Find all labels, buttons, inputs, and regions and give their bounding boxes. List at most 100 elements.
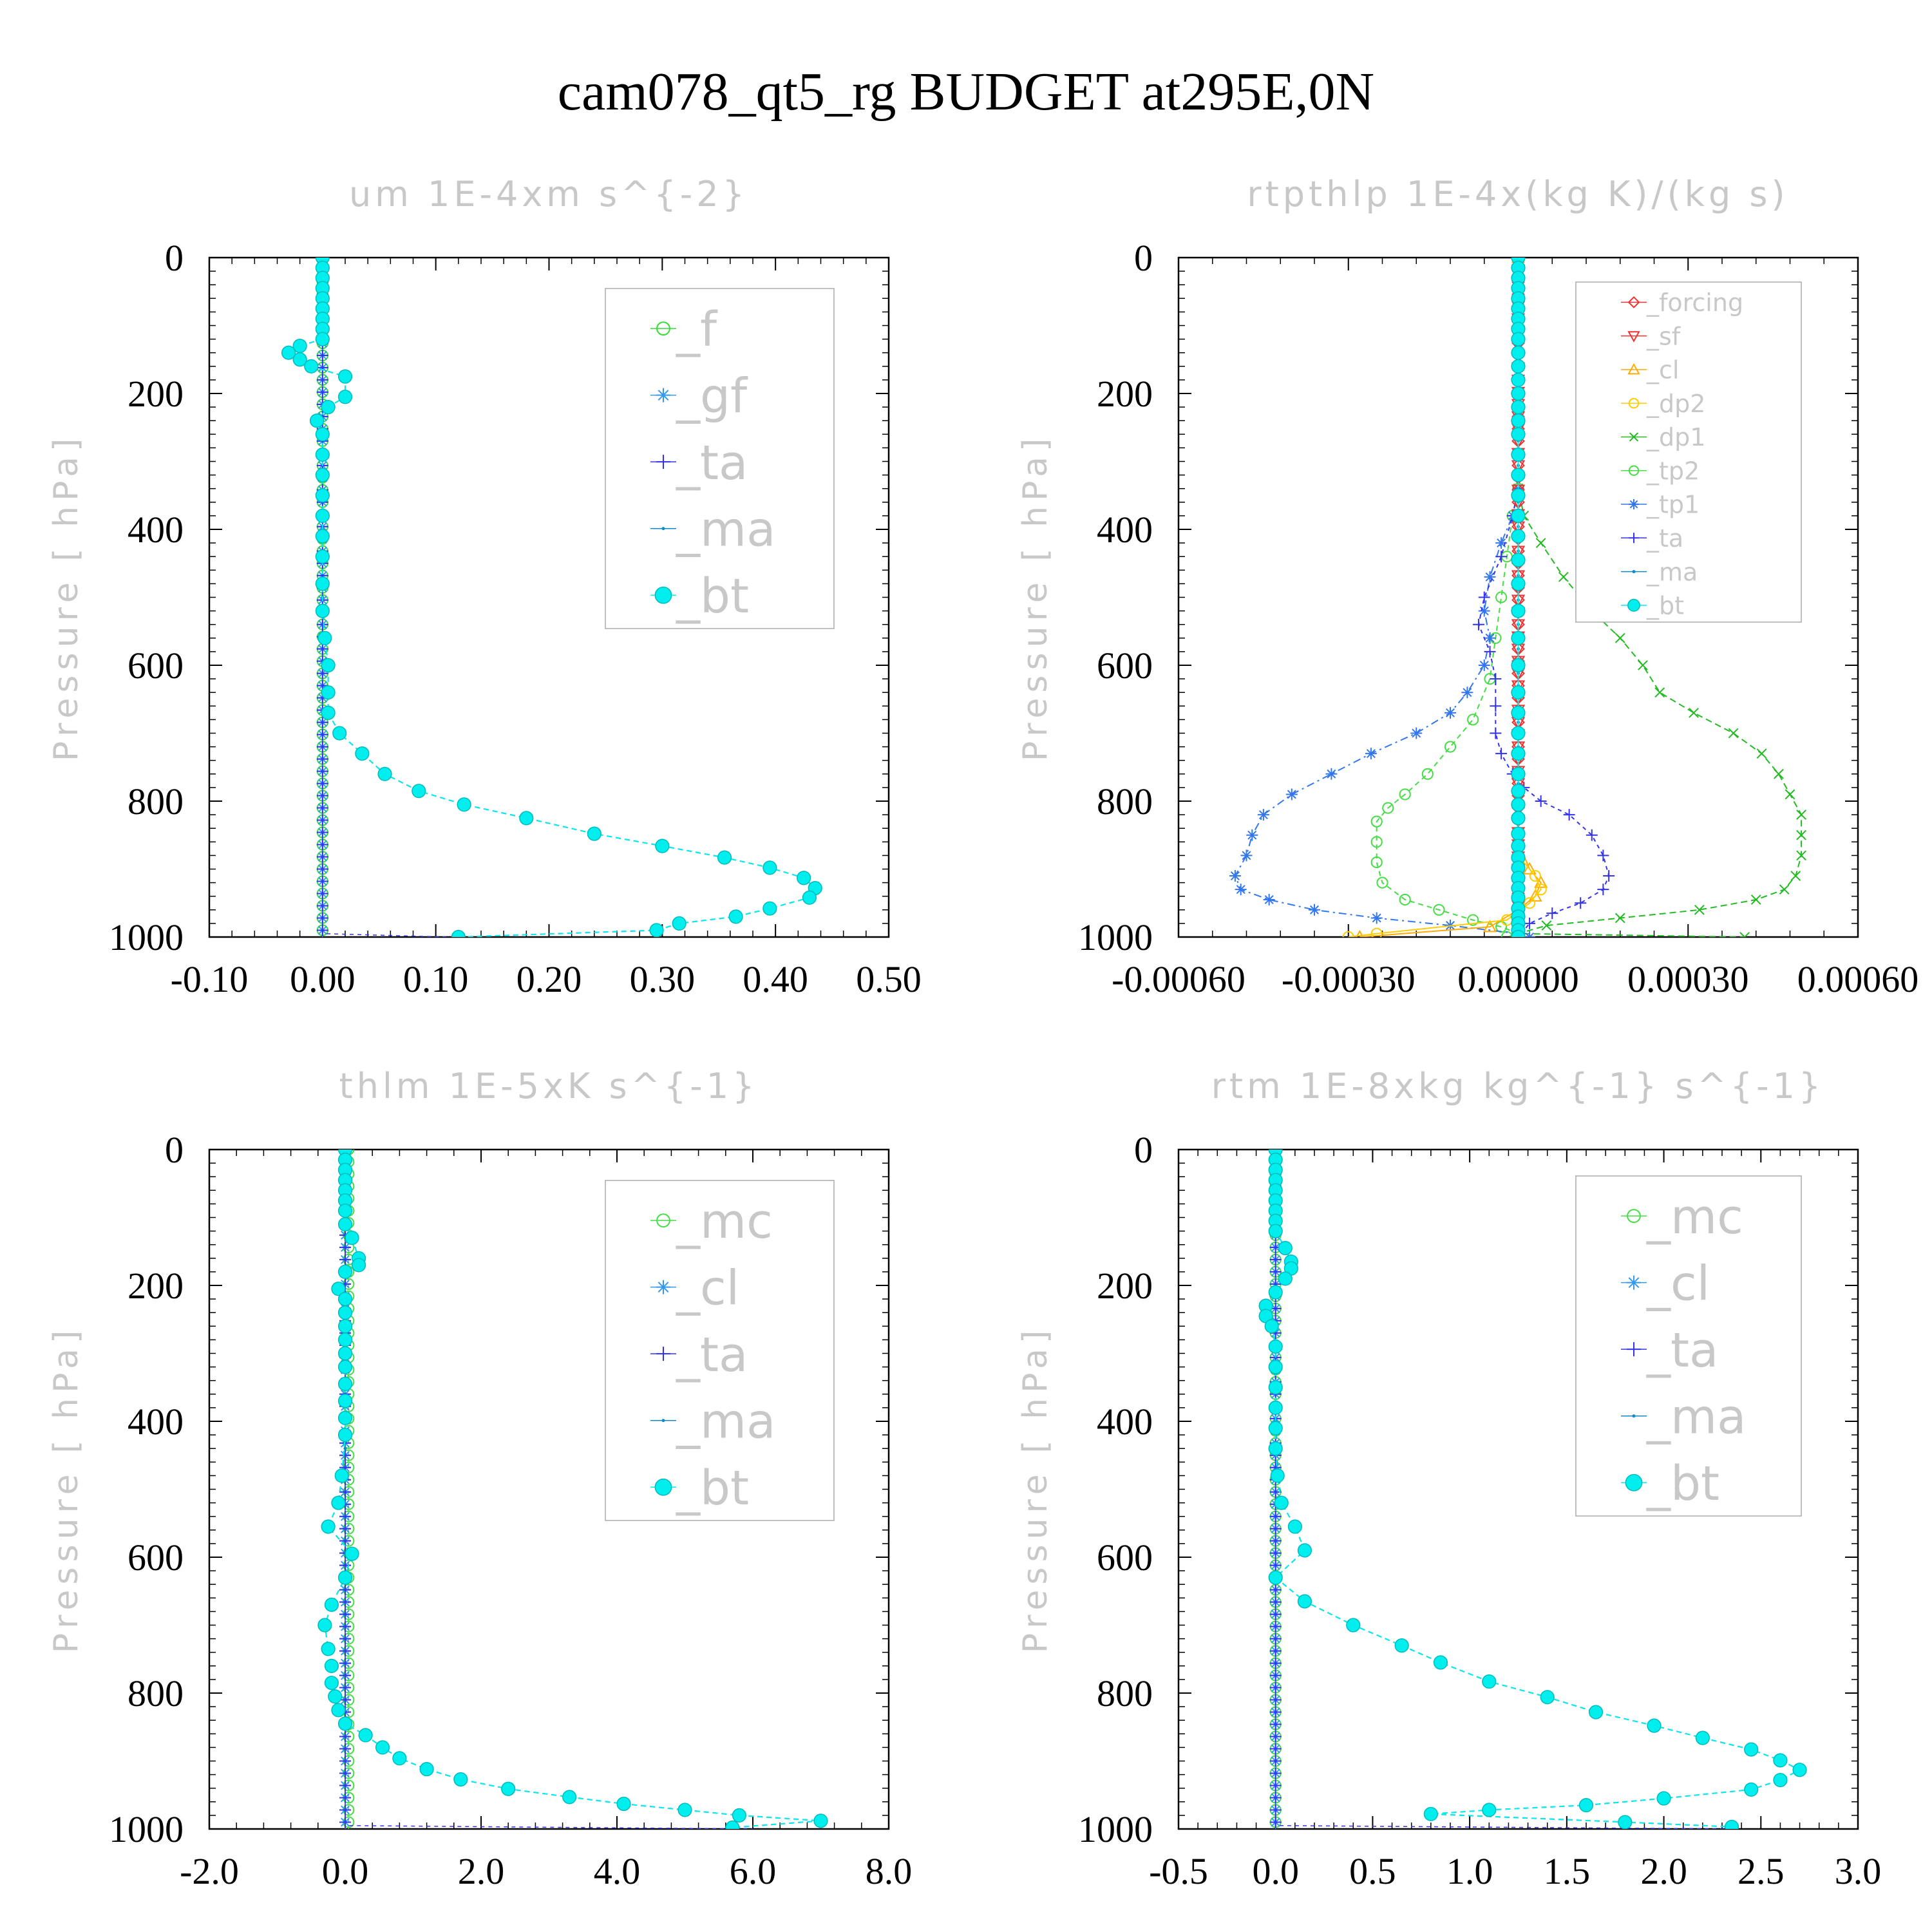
data-point [316,851,328,863]
data-point [1278,1271,1293,1286]
data-point [358,1728,373,1743]
data-point [315,332,330,346]
data-point [1370,856,1383,869]
data-point [345,1231,359,1245]
data-point [339,1522,351,1535]
data-area [1258,1150,1807,1829]
data-point [1269,1767,1282,1779]
data-point [1269,1620,1282,1633]
data-point [321,1642,336,1656]
data-point [1511,508,1526,524]
legend: _forcing _sf _cl _dp2 _dp1 _tp2 _tp1 _ta _ma _bt [1575,281,1802,623]
data-point [316,838,328,851]
x-tick-label: -2.0 [180,1850,239,1892]
data-point [339,1816,351,1828]
data-point [339,1657,351,1669]
data-point [1773,1772,1788,1788]
y-tick-label: 600 [128,1537,184,1578]
data-point [1511,372,1526,388]
data-area [281,258,822,937]
data-point [339,1608,351,1620]
data-point [332,726,347,741]
series-line [1265,1150,1801,1828]
legend-label: _ma [1646,1389,1746,1444]
legend-box [605,288,835,629]
data-point [1535,884,1547,896]
data-point [1495,748,1508,760]
data-point [1511,553,1526,567]
data-point [337,1264,353,1280]
data-point [339,1804,351,1816]
data-point [1257,809,1269,821]
data-point [717,850,732,865]
legend-marker [1627,1342,1641,1357]
data-point [337,1359,353,1374]
data-point [1433,1655,1448,1670]
data-point [317,630,332,645]
plot-frame [208,256,890,938]
data-point [1264,1319,1279,1334]
data-point [1511,603,1526,618]
data-point [1774,768,1784,779]
data-point [1376,876,1388,889]
data-point [1269,1730,1282,1743]
x-tick-label: 2.0 [458,1850,505,1892]
data-point [1268,1224,1283,1238]
legend-label: _ma [676,502,775,557]
data-point [1750,895,1761,905]
data-point [339,1681,351,1694]
data-point [1269,1253,1282,1265]
data-point [1309,904,1320,916]
data-point [1278,1240,1293,1256]
data-point [1744,1742,1759,1757]
data-point [337,1292,353,1307]
data-point [309,413,325,428]
data-point [1268,1421,1283,1435]
legend-label: _bt [1646,592,1684,620]
data-point [1524,931,1536,937]
data-point [324,1676,339,1690]
data-point [1478,605,1490,617]
data-point [352,1258,366,1273]
data-point [1523,897,1536,909]
data-point [331,1282,346,1296]
legend-marker [1628,465,1640,476]
data-point [1647,1718,1662,1733]
data-point [1689,707,1699,718]
data-point [1274,1495,1289,1510]
data-point [337,1410,353,1425]
data-point [337,369,353,384]
data-point [1563,809,1575,821]
data-point [725,1820,740,1829]
data-point [1269,1645,1282,1657]
data-point [1578,1797,1594,1813]
data-point [1511,811,1526,826]
data-point [457,797,471,812]
data-point [1511,400,1526,415]
data-point [392,1751,407,1766]
legend-label: _bt [1646,1456,1719,1511]
data-point [315,549,330,564]
legend-label: _cl [1646,1256,1710,1311]
figure-title: cam078_qt5_rg BUDGET at295E,0N [558,62,1374,122]
data-point [339,1779,351,1792]
data-point [1654,687,1665,698]
legend-label: _cl [1646,356,1679,384]
plot-frame [208,1148,890,1830]
legend-label: _gf [676,368,748,424]
data-point [762,901,777,916]
data-point [324,1658,339,1673]
data-point [1511,386,1526,401]
data-point [1229,870,1241,882]
data-point [316,386,328,398]
data-point [587,826,601,841]
data-point [1399,893,1411,906]
panel-title: um 1E-4xm s^{-2} [349,174,748,214]
data-point [501,1781,516,1796]
data-point [1796,829,1806,840]
data-point [1269,1522,1282,1535]
data-point [1511,359,1526,374]
data-point [316,790,328,802]
data-point [1597,884,1609,896]
data-point [315,576,330,591]
